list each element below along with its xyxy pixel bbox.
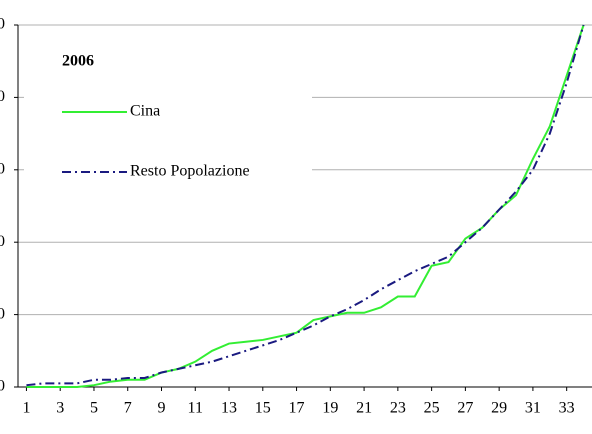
x-tick-label: 33 xyxy=(559,400,575,417)
y-tick-label: 40 xyxy=(0,233,5,250)
series-line xyxy=(26,24,585,388)
x-tick-label: 9 xyxy=(158,400,166,417)
x-tick-label: 1 xyxy=(22,400,30,417)
legend-label: Cina xyxy=(130,103,160,120)
y-tick-label: 80 xyxy=(0,88,5,105)
x-tick-label: 7 xyxy=(124,400,132,417)
x-tick-label: 21 xyxy=(356,400,372,417)
x-tick-label: 11 xyxy=(188,400,203,417)
legend-label: Resto Popolazione xyxy=(130,163,250,180)
legend-box xyxy=(24,26,312,190)
plot: 0204060801001357911131517192123252729313… xyxy=(0,16,592,417)
y-tick-label: 20 xyxy=(0,305,5,322)
chart-title: 2006 xyxy=(62,53,94,70)
series-line xyxy=(26,24,585,387)
x-tick-label: 29 xyxy=(491,400,507,417)
x-tick-label: 19 xyxy=(322,400,338,417)
x-tick-label: 31 xyxy=(525,400,541,417)
y-tick-label: 100 xyxy=(0,16,5,33)
x-tick-label: 17 xyxy=(289,400,305,417)
x-tick-label: 27 xyxy=(457,400,473,417)
x-tick-label: 3 xyxy=(56,400,64,417)
y-tick-label: 0 xyxy=(0,378,5,395)
x-tick-label: 13 xyxy=(221,400,237,417)
x-tick-label: 23 xyxy=(390,400,406,417)
x-tick-label: 5 xyxy=(90,400,98,417)
x-tick-label: 25 xyxy=(424,400,440,417)
y-tick-label: 60 xyxy=(0,160,5,177)
x-tick-label: 15 xyxy=(255,400,271,417)
